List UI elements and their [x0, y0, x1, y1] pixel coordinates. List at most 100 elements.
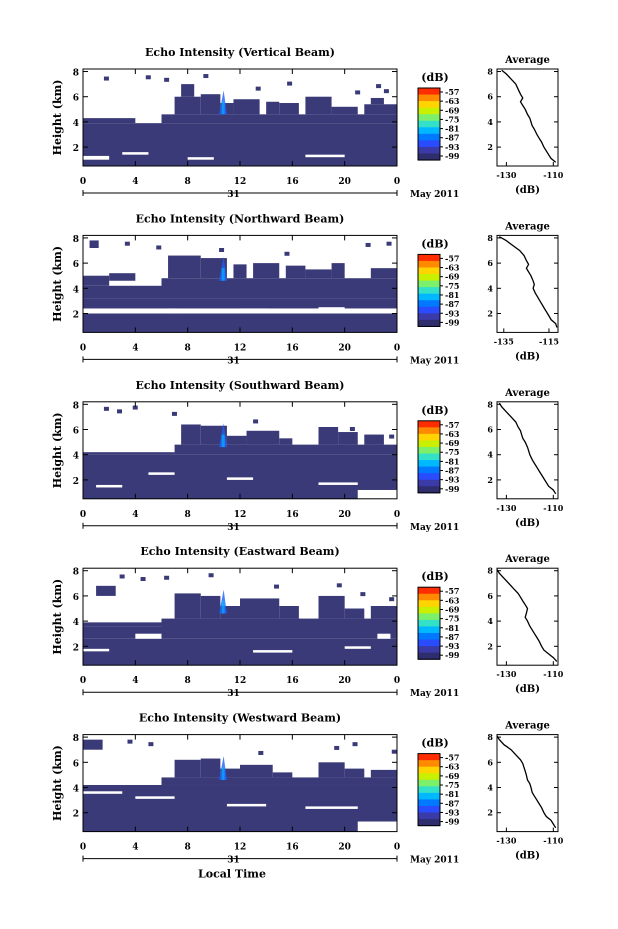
echo-speck	[119, 574, 125, 579]
colorbar-frame	[417, 586, 441, 660]
x-tick-label: 20	[338, 177, 351, 187]
colorbar-swatch	[418, 606, 440, 614]
colorbar-swatch	[418, 760, 440, 768]
profile-y-tick-label: 2	[487, 475, 493, 485]
colorbar-swatch	[418, 94, 440, 102]
echo-cell	[246, 430, 280, 445]
colorbar-swatch	[418, 153, 440, 161]
echo-cell	[174, 96, 201, 115]
profile-x-tick-label: -135	[494, 336, 514, 346]
echo-region-group	[83, 405, 397, 499]
echo-cell	[240, 598, 280, 619]
x-tick-label: 16	[286, 510, 299, 520]
echo-cell	[331, 106, 358, 115]
colorbar-swatch	[418, 773, 440, 781]
profile-y-tick-label: 4	[487, 283, 493, 293]
echo-cell	[344, 608, 365, 619]
profile-x-tick-label: -130	[496, 669, 516, 679]
colorbar-tick-label: -99	[445, 484, 460, 494]
x-tick-label: 0	[394, 843, 400, 853]
colorbar-tick-label: -69	[445, 771, 460, 781]
echo-cell	[279, 103, 299, 115]
colorbar-tick-label: -87	[445, 632, 459, 642]
y-axis-label: Height (km)	[51, 579, 64, 655]
colorbar-swatch	[418, 446, 440, 455]
colorbar-swatch	[418, 799, 440, 807]
profile-x-label: (dB)	[515, 518, 540, 529]
colorbar-swatch	[418, 766, 440, 774]
echo-gap	[83, 155, 110, 160]
strong-echo-core	[221, 767, 225, 780]
profile-y-tick-label: 8	[487, 399, 493, 409]
colorbar-swatch	[418, 427, 440, 435]
echo-cell	[253, 263, 280, 279]
echo-speck	[208, 573, 214, 578]
profile-y-tick-label: 6	[487, 591, 493, 601]
profile-y-tick-label: 8	[487, 67, 493, 77]
strong-echo-core	[221, 434, 225, 448]
x-tick-label: 12	[234, 177, 247, 187]
colorbar-swatch	[418, 613, 440, 621]
profile-y-tick-label: 4	[487, 117, 493, 127]
colorbar-swatch	[418, 440, 440, 448]
profile-y-tick-label: 4	[487, 783, 493, 793]
y-tick-label: 6	[73, 260, 79, 270]
x-tick-label: 0	[80, 343, 86, 353]
echo-cell	[318, 762, 345, 778]
colorbar-tick-label: -75	[445, 114, 459, 124]
y-tick-label: 2	[73, 810, 79, 820]
x-tick-label: 20	[338, 676, 351, 686]
echo-cell	[220, 103, 234, 115]
profile-y-tick-label: 2	[487, 309, 493, 319]
colorbar-tick-label: -93	[445, 142, 460, 152]
profile-x-label: (dB)	[515, 185, 540, 196]
colorbar-tick-label: -99	[445, 317, 460, 327]
echo-speck	[219, 247, 225, 252]
colorbar-swatch	[418, 254, 440, 262]
colorbar-frame	[417, 753, 441, 827]
colorbar-frame	[417, 87, 441, 161]
echo-speck	[352, 742, 358, 747]
echo-speck	[336, 583, 342, 588]
profile-frame	[496, 68, 559, 167]
echo-cell	[181, 424, 201, 445]
echo-speck	[386, 241, 392, 246]
colorbar-tick-label: -63	[445, 96, 460, 106]
colorbar-unit-label: (dB)	[421, 71, 448, 84]
colorbar-unit-label: (dB)	[421, 570, 448, 583]
strong-echo-core	[221, 101, 225, 115]
y-tick-label: 8	[73, 568, 79, 578]
profile-x-tick-label: -115	[539, 336, 559, 346]
profile-x-tick-label: -110	[543, 669, 563, 679]
echo-region-group	[83, 573, 397, 666]
echo-cell	[168, 255, 201, 279]
x-tick-label: 12	[234, 676, 247, 686]
echo-cell	[338, 432, 358, 445]
colorbar-tick-label: -93	[445, 475, 460, 485]
colorbar-tick-label: -81	[445, 124, 459, 134]
echo-cell	[83, 275, 110, 286]
x-tick-label: 20	[338, 343, 351, 353]
profile-y-tick-label: 6	[487, 258, 493, 268]
echo-gap	[305, 806, 358, 809]
echo-cell	[83, 285, 162, 299]
echo-gap	[83, 791, 123, 794]
colorbar-swatch	[418, 805, 440, 814]
date-label: May 2011	[410, 356, 459, 366]
echo-gap	[148, 472, 175, 475]
echo-gap	[226, 803, 267, 807]
y-tick-label: 2	[73, 311, 79, 321]
y-tick-label: 4	[73, 618, 79, 628]
colorbar-tick-label: -63	[445, 263, 460, 273]
profile-frame	[496, 234, 559, 333]
colorbar-swatch	[418, 120, 440, 128]
x-tick-label: 0	[80, 676, 86, 686]
x-tick-label: 0	[80, 177, 86, 187]
echo-speck	[360, 592, 366, 597]
profile-x-tick-label: -110	[543, 836, 563, 846]
echo-speck	[274, 584, 280, 589]
x-tick-label: 0	[80, 843, 86, 853]
echo-cell	[174, 593, 201, 619]
echo-gap	[83, 648, 110, 652]
colorbar-swatch	[418, 812, 440, 820]
